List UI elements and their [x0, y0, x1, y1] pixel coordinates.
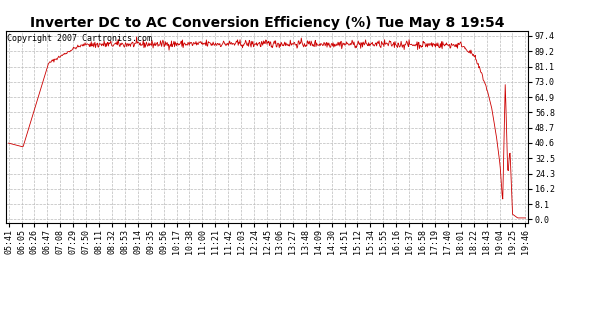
Text: Copyright 2007 Cartronics.com: Copyright 2007 Cartronics.com — [7, 34, 152, 43]
Title: Inverter DC to AC Conversion Efficiency (%) Tue May 8 19:54: Inverter DC to AC Conversion Efficiency … — [30, 16, 504, 30]
